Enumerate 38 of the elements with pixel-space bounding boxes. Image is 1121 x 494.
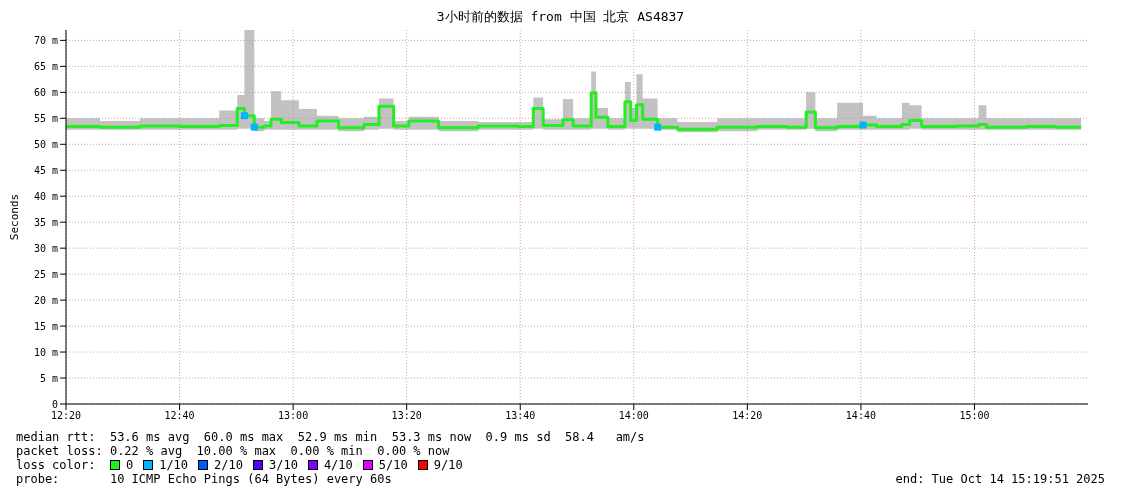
x-tick-label: 13:40 — [505, 410, 536, 422]
chart-title: 3小时前的数据 from 中国 北京 AS4837 — [435, 8, 686, 26]
legend-label: 3/10 — [268, 458, 298, 472]
y-tick-label: 0 — [51, 398, 58, 410]
y-tick-label: 55 m — [33, 112, 58, 124]
legend-label: 1/10 — [158, 458, 189, 472]
x-tick-label: 15:00 — [959, 410, 990, 422]
x-tick-label: 13:20 — [391, 410, 422, 422]
y-tick-label: 65 m — [33, 60, 58, 72]
y-tick-label: 50 m — [33, 138, 58, 150]
legend-label: 5/10 — [377, 458, 408, 472]
legend-label: 0 — [124, 458, 134, 472]
text: packet loss: 0.22 % avg 10.00 % max 0.00 % min 0.00 % now — [16, 444, 451, 458]
y-tick-label: 45 m — [33, 164, 58, 176]
legend-label: 2/10 — [213, 458, 243, 472]
x-tick-label: 12:20 — [50, 410, 82, 422]
y-tick-label: 35 m — [33, 216, 58, 228]
x-tick-label: 13:00 — [278, 410, 309, 422]
y-tick-label: 20 m — [33, 294, 58, 306]
y-tick-label: 40 m — [33, 190, 58, 202]
x-tick-label: 14:20 — [732, 410, 763, 422]
text: end: Tue Oct 14 15:19:51 2025 — [895, 472, 1105, 486]
x-tick-label: 14:40 — [845, 410, 876, 422]
y-tick-label: 70 m — [33, 34, 58, 46]
legend-title: loss color: — [16, 458, 97, 472]
y-tick-label: 30 m — [33, 242, 58, 254]
x-tick-label: 14:00 — [618, 410, 649, 422]
y-tick-label: 60 m — [33, 86, 58, 98]
y-tick-label: 5 m — [39, 372, 58, 384]
legend-label: 9/10 — [432, 458, 463, 472]
legend-label: 4/10 — [322, 458, 353, 472]
text: probe: 10 ICMP Echo Pings (64 Bytes) every 60s — [16, 472, 392, 486]
y-tick-label: 15 m — [33, 320, 58, 332]
text: median rtt: 53.6 ms avg 60.0 ms max 52.9 ms min 53.3 ms now 0.9 ms sd 58.4 am/s — [16, 430, 646, 444]
x-tick-label: 12:40 — [164, 410, 195, 422]
y-tick-label: 25 m — [33, 268, 58, 280]
y-axis-title: Seconds — [7, 193, 21, 241]
y-tick-label: 10 m — [33, 346, 58, 358]
